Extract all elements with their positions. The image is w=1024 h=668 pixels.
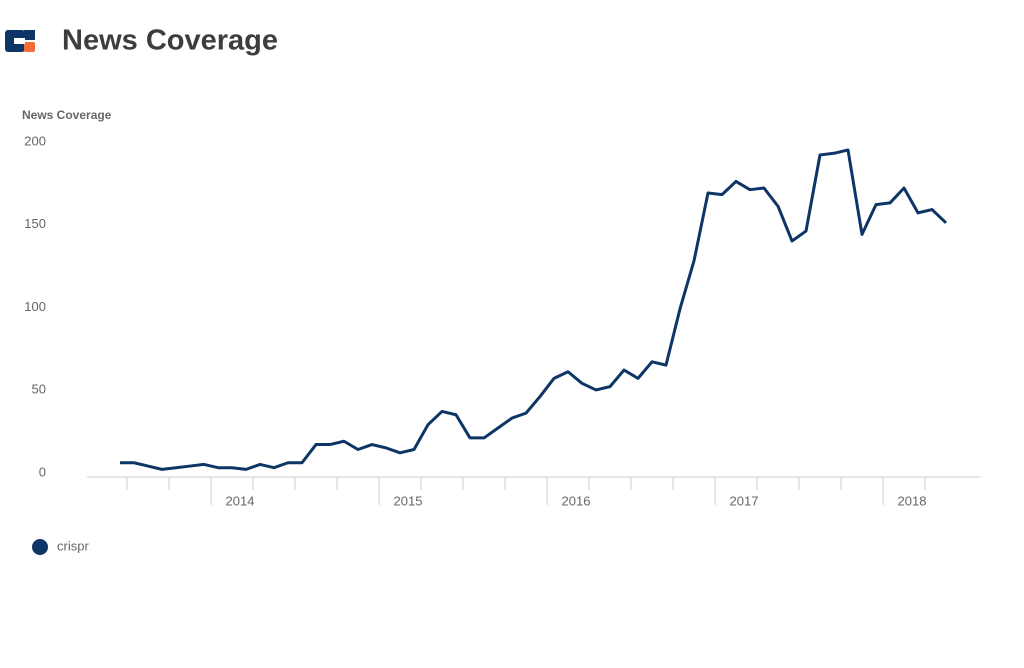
y-tick-label: 0 <box>39 464 46 479</box>
legend-swatch <box>32 539 48 555</box>
x-tick-label: 2016 <box>562 493 591 508</box>
chart-title: News Coverage <box>62 25 278 57</box>
y-tick-label: 150 <box>24 216 46 231</box>
x-tick-label: 2018 <box>898 493 927 508</box>
y-tick-label: 200 <box>24 133 46 148</box>
logo <box>5 30 35 52</box>
x-tick-label: 2017 <box>730 493 759 508</box>
x-tick-label: 2015 <box>394 493 423 508</box>
y-tick-label: 100 <box>24 299 46 314</box>
line-series <box>120 148 948 471</box>
y-tick-label: 50 <box>32 382 46 397</box>
legend-label: crispr <box>57 538 89 553</box>
x-tick-label: 2014 <box>226 493 255 508</box>
y-axis-label: News Coverage <box>22 108 112 122</box>
